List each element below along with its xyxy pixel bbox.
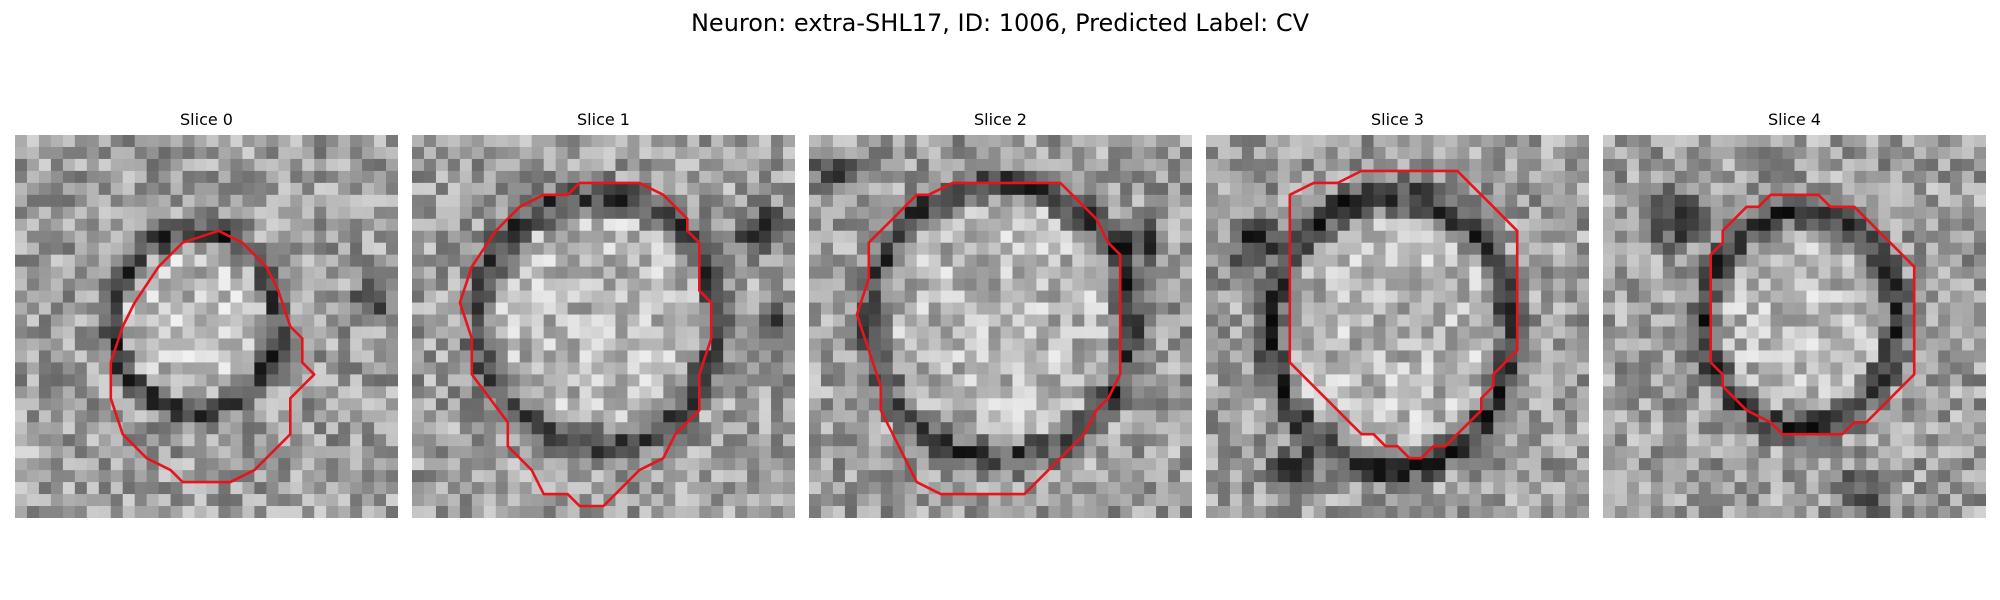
slice-image-0 [15, 135, 398, 518]
slice-image-4 [1603, 135, 1986, 518]
slice-title-1: Slice 1 [412, 105, 795, 135]
slice-title-3: Slice 3 [1206, 105, 1589, 135]
slice-panel-3: Slice 3 [1206, 105, 1589, 518]
slice-panel-4: Slice 4 [1603, 105, 1986, 518]
figure-title: Neuron: extra-SHL17, ID: 1006, Predicted… [0, 6, 2000, 40]
slice-image-1 [412, 135, 795, 518]
slice-title-0: Slice 0 [15, 105, 398, 135]
slice-image-2 [809, 135, 1192, 518]
slice-title-2: Slice 2 [809, 105, 1192, 135]
slice-image-3 [1206, 135, 1589, 518]
slice-panel-0: Slice 0 [15, 105, 398, 518]
slice-panel-2: Slice 2 [809, 105, 1192, 518]
slice-title-4: Slice 4 [1603, 105, 1986, 135]
slice-panel-1: Slice 1 [412, 105, 795, 518]
